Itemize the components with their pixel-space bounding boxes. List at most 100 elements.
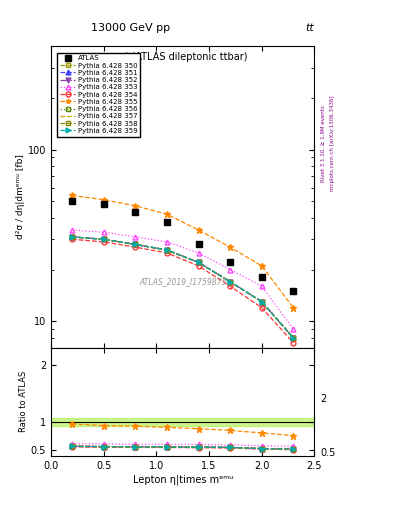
Pythia 6.428 356: [165, 247, 169, 253]
Pythia 6.428 354: [101, 239, 106, 245]
Pythia 6.428 354: [259, 305, 264, 311]
Pythia 6.428 353: [259, 283, 264, 289]
Pythia 6.428 357: [133, 241, 138, 247]
Pythia 6.428 358: [101, 236, 106, 242]
Pythia 6.428 353: [196, 250, 201, 256]
Pythia 6.428 355: [133, 203, 138, 209]
Pythia 6.428 357: [228, 279, 233, 285]
Pythia 6.428 353: [70, 227, 75, 233]
Pythia 6.428 350: [101, 236, 106, 242]
Pythia 6.428 356: [259, 298, 264, 305]
Pythia 6.428 354: [70, 236, 75, 242]
Line: Pythia 6.428 356: Pythia 6.428 356: [70, 234, 296, 340]
Line: Pythia 6.428 355: Pythia 6.428 355: [69, 192, 297, 311]
Pythia 6.428 355: [259, 263, 264, 269]
Pythia 6.428 351: [133, 241, 138, 247]
Pythia 6.428 357: [259, 298, 264, 305]
Line: Pythia 6.428 352: Pythia 6.428 352: [70, 234, 296, 340]
Pythia 6.428 359: [196, 260, 201, 266]
ATLAS: [259, 274, 264, 281]
Pythia 6.428 351: [291, 335, 296, 341]
Line: Pythia 6.428 351: Pythia 6.428 351: [70, 234, 296, 340]
Pythia 6.428 354: [133, 244, 138, 250]
Pythia 6.428 359: [291, 335, 296, 341]
Pythia 6.428 356: [70, 234, 75, 240]
Line: Pythia 6.428 354: Pythia 6.428 354: [70, 237, 296, 345]
Text: 0.5: 0.5: [320, 448, 336, 458]
Text: 13000 GeV pp: 13000 GeV pp: [90, 23, 170, 33]
Pythia 6.428 357: [196, 260, 201, 266]
Pythia 6.428 359: [165, 247, 169, 253]
Pythia 6.428 352: [228, 279, 233, 285]
Pythia 6.428 353: [165, 239, 169, 245]
ATLAS: [101, 201, 106, 207]
Line: Pythia 6.428 358: Pythia 6.428 358: [70, 234, 296, 340]
Pythia 6.428 356: [133, 241, 138, 247]
X-axis label: Lepton η|times mᵉᵐᵘ: Lepton η|times mᵉᵐᵘ: [132, 475, 233, 485]
Pythia 6.428 352: [291, 335, 296, 341]
Pythia 6.428 352: [133, 241, 138, 247]
Pythia 6.428 353: [133, 234, 138, 240]
Pythia 6.428 356: [196, 260, 201, 266]
Pythia 6.428 359: [228, 279, 233, 285]
Pythia 6.428 358: [291, 335, 296, 341]
ATLAS: [165, 219, 169, 225]
Pythia 6.428 351: [101, 236, 106, 242]
Pythia 6.428 350: [228, 279, 233, 285]
Bar: [51, 418, 314, 425]
Text: tt: tt: [306, 23, 314, 33]
Pythia 6.428 355: [196, 227, 201, 233]
Pythia 6.428 350: [165, 247, 169, 253]
Pythia 6.428 352: [259, 298, 264, 305]
Pythia 6.428 354: [291, 339, 296, 346]
Pythia 6.428 358: [228, 279, 233, 285]
Pythia 6.428 350: [70, 234, 75, 240]
Pythia 6.428 359: [133, 241, 138, 247]
Pythia 6.428 350: [133, 241, 138, 247]
Pythia 6.428 354: [165, 250, 169, 256]
Pythia 6.428 350: [259, 298, 264, 305]
Pythia 6.428 358: [133, 241, 138, 247]
Pythia 6.428 358: [165, 247, 169, 253]
ATLAS: [70, 198, 75, 204]
Pythia 6.428 351: [259, 298, 264, 305]
Pythia 6.428 351: [165, 247, 169, 253]
Pythia 6.428 355: [101, 197, 106, 203]
Pythia 6.428 357: [70, 234, 75, 240]
Y-axis label: Ratio to ATLAS: Ratio to ATLAS: [19, 371, 28, 433]
Pythia 6.428 359: [70, 234, 75, 240]
Pythia 6.428 359: [259, 298, 264, 305]
Text: mcplots.cern.ch [arXiv:1306.3436]: mcplots.cern.ch [arXiv:1306.3436]: [330, 96, 335, 191]
ATLAS: [133, 209, 138, 216]
Pythia 6.428 359: [101, 236, 106, 242]
Text: 2: 2: [320, 394, 327, 404]
ATLAS: [228, 260, 233, 266]
ATLAS: [196, 241, 201, 247]
Line: ATLAS: ATLAS: [69, 198, 297, 294]
Y-axis label: d²σ / dη|dmᵉᵐᵘ [fb]: d²σ / dη|dmᵉᵐᵘ [fb]: [16, 155, 25, 240]
Pythia 6.428 355: [165, 211, 169, 217]
Pythia 6.428 353: [228, 267, 233, 273]
Pythia 6.428 358: [70, 234, 75, 240]
Pythia 6.428 358: [196, 260, 201, 266]
Pythia 6.428 352: [196, 260, 201, 266]
Pythia 6.428 354: [228, 283, 233, 289]
Pythia 6.428 351: [70, 234, 75, 240]
Pythia 6.428 355: [291, 305, 296, 311]
Line: Pythia 6.428 353: Pythia 6.428 353: [70, 227, 296, 332]
Legend: ATLAS, Pythia 6.428 350, Pythia 6.428 351, Pythia 6.428 352, Pythia 6.428 353, P: ATLAS, Pythia 6.428 350, Pythia 6.428 35…: [57, 53, 140, 137]
Pythia 6.428 356: [228, 279, 233, 285]
Pythia 6.428 350: [196, 260, 201, 266]
Pythia 6.428 357: [165, 247, 169, 253]
Pythia 6.428 350: [291, 335, 296, 341]
Text: Rivet 3.1.10, ≥ 1.9M events: Rivet 3.1.10, ≥ 1.9M events: [320, 105, 325, 182]
Pythia 6.428 355: [228, 244, 233, 250]
Pythia 6.428 357: [101, 236, 106, 242]
Line: Pythia 6.428 350: Pythia 6.428 350: [70, 234, 296, 340]
Pythia 6.428 352: [165, 247, 169, 253]
Pythia 6.428 358: [259, 298, 264, 305]
Pythia 6.428 353: [101, 229, 106, 236]
Pythia 6.428 351: [228, 279, 233, 285]
Line: Pythia 6.428 357: Pythia 6.428 357: [72, 237, 293, 338]
Pythia 6.428 354: [196, 263, 201, 269]
